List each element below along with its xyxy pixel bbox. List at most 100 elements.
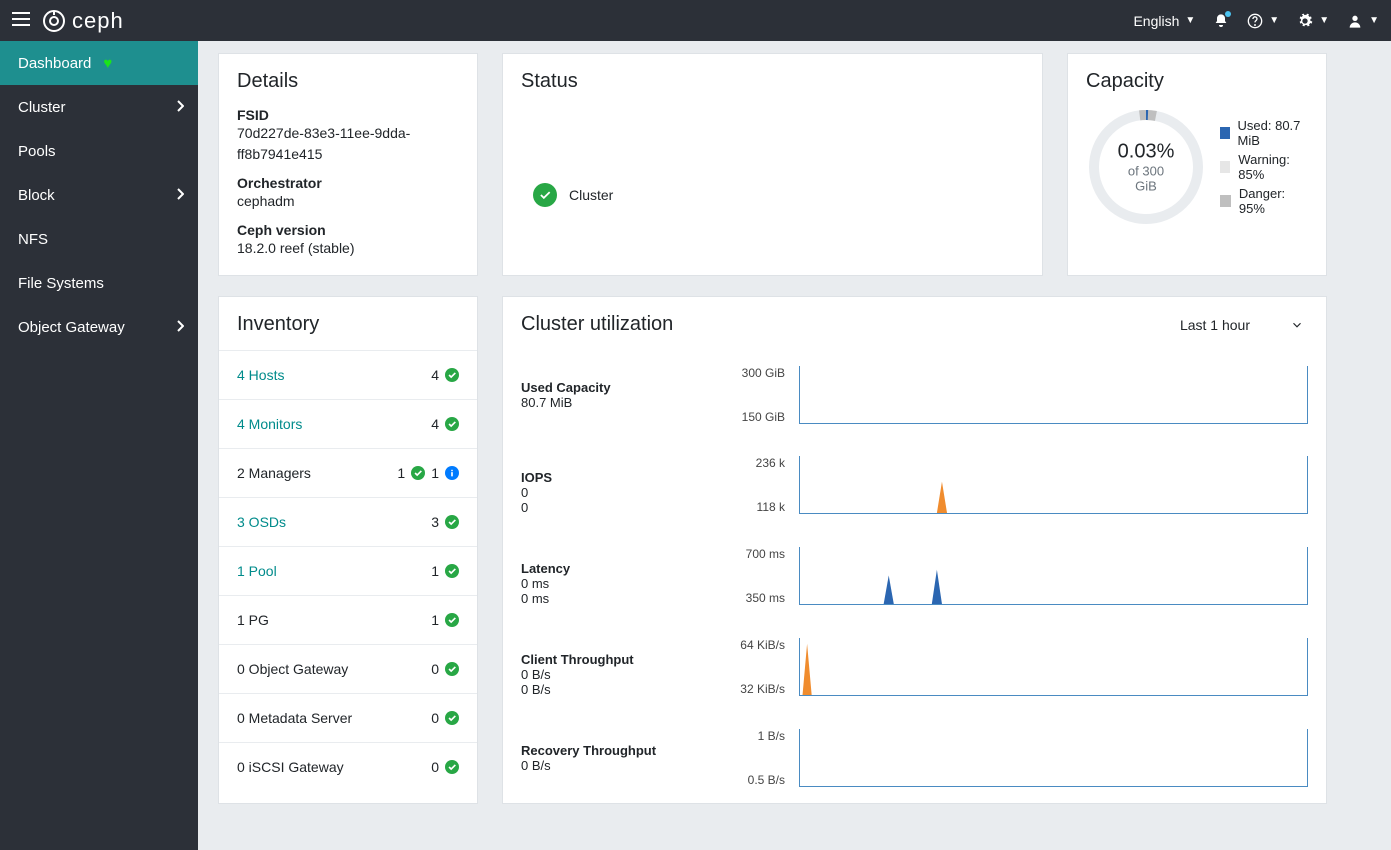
- legend-danger: Danger: 95%: [1239, 186, 1308, 216]
- status-ok-icon: [533, 183, 557, 207]
- inventory-row: 0 iSCSI Gateway 0: [219, 742, 477, 791]
- tick: 150 GiB: [742, 410, 785, 424]
- logo[interactable]: ceph: [42, 8, 124, 34]
- version-label: Ceph version: [237, 222, 459, 238]
- inventory-name: 0 iSCSI Gateway: [237, 759, 344, 775]
- inventory-row: 0 Metadata Server 0: [219, 693, 477, 742]
- inventory-name[interactable]: 1 Pool: [237, 563, 277, 579]
- user-icon[interactable]: ▼: [1347, 13, 1379, 29]
- util-sub: 80.7 MiB: [521, 395, 721, 410]
- util-label: Client Throughput: [521, 652, 721, 667]
- inventory-name[interactable]: 4 Monitors: [237, 416, 302, 432]
- inventory-name: 2 Managers: [237, 465, 311, 481]
- util-row: IOPS 00 236 k118 k: [521, 456, 1308, 515]
- count-value: 1: [397, 465, 405, 481]
- legend-used: Used: 80.7 MiB: [1238, 118, 1308, 148]
- status-title: Status: [521, 70, 1024, 93]
- status-badge-icon: [445, 564, 459, 578]
- notifications-icon[interactable]: [1213, 13, 1229, 29]
- utilization-card: Cluster utilization Last 1 hour Used Cap…: [502, 296, 1327, 804]
- util-sub: 0 ms: [521, 576, 721, 591]
- tick: 350 ms: [746, 591, 785, 605]
- count-value: 4: [431, 416, 439, 432]
- util-sub: 0 ms: [521, 591, 721, 606]
- sidebar-item-pools[interactable]: Pools: [0, 129, 198, 173]
- util-chart: 1 B/s0.5 B/s: [791, 729, 1308, 787]
- chevron-right-icon: [176, 99, 184, 116]
- chevron-right-icon: [176, 187, 184, 204]
- details-title: Details: [237, 70, 459, 93]
- tick: 236 k: [756, 456, 785, 470]
- sidebar-item-nfs[interactable]: NFS: [0, 217, 198, 261]
- capacity-ring: 0.03% of 300 GiB: [1086, 107, 1206, 227]
- sidebar-item-cluster[interactable]: Cluster: [0, 85, 198, 129]
- status-badge-icon: [445, 368, 459, 382]
- util-sub: 0 B/s: [521, 758, 721, 773]
- topbar: ceph English▼ ▼ ▼ ▼: [0, 0, 1391, 41]
- capacity-pct: 0.03%: [1116, 141, 1176, 164]
- capacity-card: Capacity 0.03% of 300 GiB Used: 80.7 MiB…: [1067, 53, 1327, 276]
- inventory-card: Inventory 4 Hosts 44 Monitors 42 Manager…: [218, 296, 478, 804]
- util-row: Client Throughput 0 B/s0 B/s 64 KiB/s32 …: [521, 638, 1308, 697]
- util-row: Latency 0 ms0 ms 700 ms350 ms: [521, 547, 1308, 606]
- sidebar: Dashboard♥ClusterPoolsBlockNFSFile Syste…: [0, 41, 198, 850]
- chevron-down-icon: [1290, 318, 1304, 332]
- fsid-label: FSID: [237, 107, 459, 123]
- status-badge-icon: [445, 760, 459, 774]
- util-chart: 64 KiB/s32 KiB/s: [791, 638, 1308, 696]
- help-icon[interactable]: ▼: [1247, 13, 1279, 29]
- utilization-title: Cluster utilization: [521, 313, 691, 336]
- language-selector[interactable]: English▼: [1133, 13, 1195, 29]
- sidebar-item-block[interactable]: Block: [0, 173, 198, 217]
- inventory-row[interactable]: 3 OSDs 3: [219, 497, 477, 546]
- orchestrator-label: Orchestrator: [237, 175, 459, 191]
- util-chart: 700 ms350 ms: [791, 547, 1308, 605]
- status-text: Cluster: [569, 187, 613, 203]
- sidebar-item-dashboard[interactable]: Dashboard♥: [0, 41, 198, 85]
- health-heart-icon: ♥: [103, 55, 112, 72]
- inventory-row: 2 Managers 1 1: [219, 448, 477, 497]
- inventory-name[interactable]: 3 OSDs: [237, 514, 286, 530]
- util-sub: 0: [521, 485, 721, 500]
- tick: 1 B/s: [748, 729, 785, 743]
- fsid-value: 70d227de-83e3-11ee-9dda-ff8b7941e415: [237, 123, 459, 165]
- inventory-row[interactable]: 4 Hosts 4: [219, 350, 477, 399]
- inventory-row[interactable]: 4 Monitors 4: [219, 399, 477, 448]
- util-sub: 0 B/s: [521, 667, 721, 682]
- util-sub: 0: [521, 500, 721, 515]
- capacity-of: of 300 GiB: [1116, 164, 1176, 194]
- count-value: 3: [431, 514, 439, 530]
- sidebar-item-object-gateway[interactable]: Object Gateway: [0, 305, 198, 349]
- menu-toggle-icon[interactable]: [12, 12, 30, 29]
- tick: 300 GiB: [742, 366, 785, 380]
- util-chart: 300 GiB150 GiB: [791, 366, 1308, 424]
- inventory-row: 1 PG 1: [219, 595, 477, 644]
- count-value: 1: [431, 465, 439, 481]
- inventory-row: 0 Object Gateway 0: [219, 644, 477, 693]
- time-range-selector[interactable]: Last 1 hour: [1180, 317, 1304, 333]
- status-badge-icon: [411, 466, 425, 480]
- logo-text: ceph: [72, 8, 124, 34]
- status-badge-icon: [445, 613, 459, 627]
- util-label: IOPS: [521, 470, 721, 485]
- tick: 0.5 B/s: [748, 773, 785, 787]
- legend-warn: Warning: 85%: [1238, 152, 1308, 182]
- tick: 64 KiB/s: [740, 638, 785, 652]
- count-value: 0: [431, 661, 439, 677]
- status-badge-icon: [445, 515, 459, 529]
- inventory-name[interactable]: 4 Hosts: [237, 367, 284, 383]
- util-row: Used Capacity 80.7 MiB 300 GiB150 GiB: [521, 366, 1308, 424]
- util-label: Latency: [521, 561, 721, 576]
- tick: 32 KiB/s: [740, 682, 785, 696]
- settings-icon[interactable]: ▼: [1297, 13, 1329, 29]
- status-badge-icon: [445, 466, 459, 480]
- sidebar-item-file-systems[interactable]: File Systems: [0, 261, 198, 305]
- inventory-row[interactable]: 1 Pool 1: [219, 546, 477, 595]
- inventory-name: 0 Object Gateway: [237, 661, 348, 677]
- capacity-legend: Used: 80.7 MiB Warning: 85% Danger: 95%: [1220, 114, 1308, 220]
- inventory-name: 1 PG: [237, 612, 269, 628]
- util-chart: 236 k118 k: [791, 456, 1308, 514]
- util-sub: 0 B/s: [521, 682, 721, 697]
- status-badge-icon: [445, 662, 459, 676]
- content: Details FSID 70d227de-83e3-11ee-9dda-ff8…: [198, 41, 1391, 850]
